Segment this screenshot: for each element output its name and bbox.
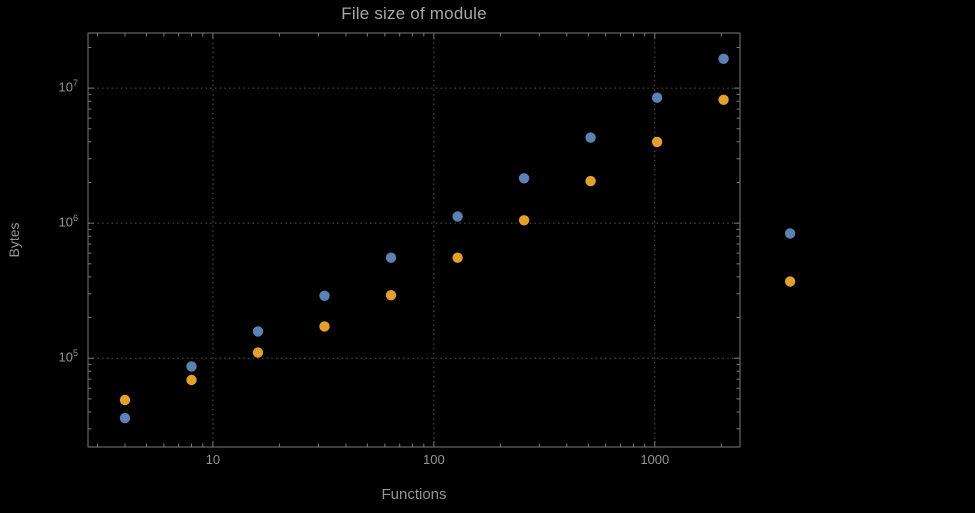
data-point <box>718 53 729 64</box>
y-tick-exponent: 5 <box>72 348 78 359</box>
data-point <box>784 228 796 239</box>
data-point <box>385 290 397 301</box>
y-tick-exponent: 7 <box>72 78 78 89</box>
data-points-series-1-blue <box>119 53 796 424</box>
data-point <box>319 321 330 332</box>
plot-frame <box>87 32 741 448</box>
data-point <box>518 173 530 184</box>
y-tick-exponent: 6 <box>72 213 78 224</box>
data-point <box>252 347 264 358</box>
y-tick-base: 10 <box>58 214 73 230</box>
data-point <box>119 394 131 406</box>
data-point <box>186 374 197 386</box>
data-point <box>651 92 663 103</box>
data-point <box>385 252 397 263</box>
data-point <box>452 211 463 222</box>
data-point <box>319 290 330 301</box>
data-point <box>784 276 796 287</box>
y-tick-label: 105 <box>22 348 78 365</box>
data-point <box>252 326 264 337</box>
data-point <box>585 132 596 143</box>
data-point <box>452 252 463 263</box>
data-point <box>186 361 197 372</box>
y-axis-title: Bytes <box>6 222 22 258</box>
y-tick-label: 107 <box>22 78 78 95</box>
grid-lines <box>88 33 740 447</box>
data-point <box>651 136 663 148</box>
y-tick-label: 106 <box>22 213 78 230</box>
data-points-series-2-orange <box>119 94 796 406</box>
data-point <box>518 215 530 226</box>
data-point <box>718 94 729 106</box>
x-axis-title: Functions <box>381 486 447 503</box>
axis-ticks <box>88 33 740 447</box>
data-point <box>585 175 596 187</box>
chart-title: File size of module <box>341 4 487 23</box>
y-tick-base: 10 <box>58 349 73 365</box>
x-tick-label: 100 <box>423 452 445 467</box>
y-tick-base: 10 <box>58 79 73 95</box>
x-tick-label: 1000 <box>640 452 670 467</box>
x-tick-label: 10 <box>205 452 221 467</box>
data-point <box>119 412 131 424</box>
